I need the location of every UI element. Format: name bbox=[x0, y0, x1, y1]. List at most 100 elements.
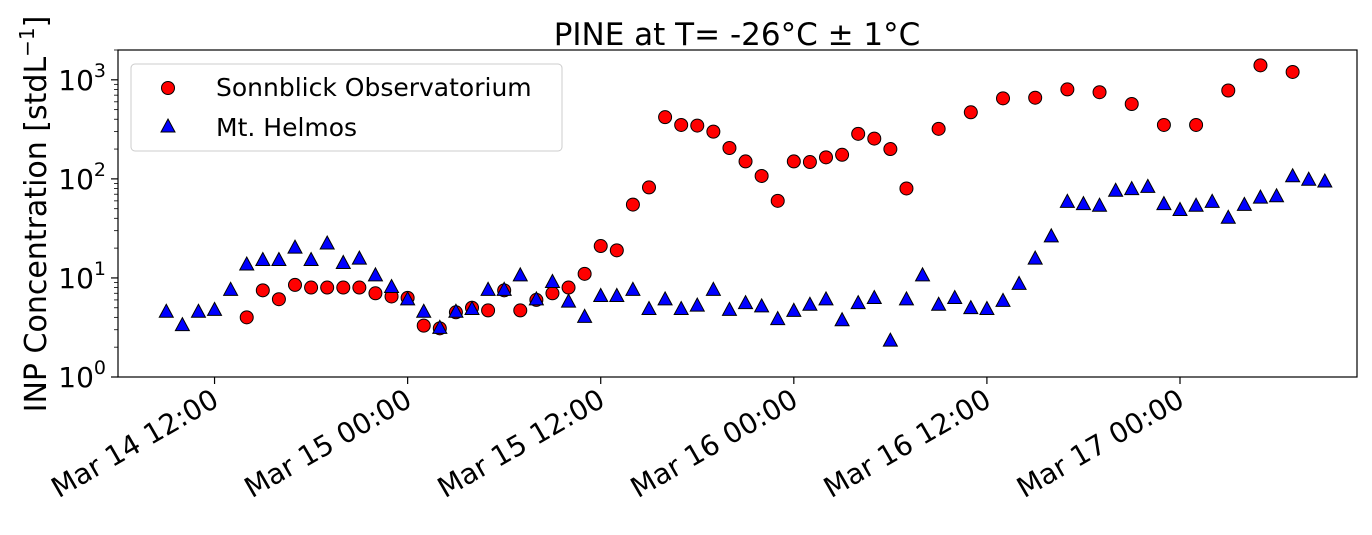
data-point-helmos bbox=[319, 234, 336, 250]
data-point-helmos bbox=[512, 266, 529, 282]
data-point-sonnblick bbox=[1285, 64, 1300, 79]
data-point-helmos bbox=[882, 332, 899, 347]
data-point-sonnblick bbox=[1156, 117, 1171, 132]
data-point-helmos bbox=[271, 251, 287, 266]
data-point-helmos bbox=[705, 281, 722, 296]
data-point-sonnblick bbox=[996, 91, 1010, 106]
x-tick-label: Mar 17 00:00 bbox=[1011, 382, 1189, 504]
data-point-helmos bbox=[721, 301, 738, 316]
data-point-helmos bbox=[657, 290, 673, 306]
data-point-helmos bbox=[351, 250, 368, 265]
data-point-sonnblick bbox=[336, 280, 351, 295]
data-point-helmos bbox=[174, 316, 191, 332]
data-point-helmos bbox=[190, 303, 207, 318]
data-point-helmos bbox=[238, 255, 255, 271]
data-point-sonnblick bbox=[851, 126, 866, 141]
data-point-sonnblick bbox=[577, 266, 592, 281]
data-point-helmos bbox=[1284, 167, 1301, 183]
data-point-sonnblick bbox=[754, 168, 769, 183]
data-point-helmos bbox=[673, 300, 690, 316]
data-point-sonnblick bbox=[593, 239, 608, 254]
data-point-helmos bbox=[254, 251, 271, 266]
data-point-helmos bbox=[1316, 172, 1333, 188]
data-point-sonnblick bbox=[770, 193, 785, 208]
data-point-sonnblick bbox=[1253, 58, 1268, 73]
data-point-helmos bbox=[979, 300, 995, 316]
data-point-helmos bbox=[1204, 193, 1221, 208]
chart-title: PINE at T= -26°C ± 1°C bbox=[554, 17, 921, 53]
y-tick-label: 101 bbox=[58, 258, 106, 295]
data-point-sonnblick bbox=[1028, 90, 1043, 105]
data-point-helmos bbox=[1107, 182, 1124, 197]
data-point-helmos bbox=[930, 296, 947, 311]
data-point-sonnblick bbox=[963, 105, 978, 120]
data-point-helmos bbox=[158, 303, 175, 318]
legend-marker-helmos bbox=[160, 117, 176, 133]
data-point-helmos bbox=[1220, 209, 1237, 224]
data-point-helmos bbox=[480, 281, 496, 296]
data-point-helmos bbox=[1188, 197, 1204, 212]
data-point-sonnblick bbox=[545, 286, 560, 301]
plot-frame bbox=[117, 49, 1358, 378]
x-tick-label: Mar 14 12:00 bbox=[46, 382, 224, 504]
data-point-helmos bbox=[850, 294, 867, 310]
data-point-helmos bbox=[1123, 180, 1140, 196]
x-tick-label: Mar 16 00:00 bbox=[625, 382, 803, 504]
legend-marker-sonnblick bbox=[161, 81, 175, 95]
data-point-helmos bbox=[592, 287, 609, 302]
data-point-sonnblick bbox=[899, 181, 914, 196]
data-point-helmos bbox=[785, 302, 802, 317]
data-point-helmos bbox=[737, 294, 754, 310]
data-point-sonnblick bbox=[819, 150, 833, 165]
data-point-helmos bbox=[995, 292, 1011, 307]
data-point-helmos bbox=[1011, 275, 1027, 290]
x-tick-label: Mar 15 00:00 bbox=[239, 382, 417, 504]
data-point-helmos bbox=[1027, 250, 1044, 265]
data-point-helmos bbox=[383, 278, 400, 294]
data-point-helmos bbox=[367, 266, 384, 282]
data-point-helmos bbox=[464, 300, 480, 316]
legend-label-helmos: Mt. Helmos bbox=[216, 113, 357, 142]
data-point-sonnblick bbox=[706, 124, 721, 139]
data-point-helmos bbox=[1043, 227, 1060, 243]
data-point-helmos bbox=[608, 287, 625, 302]
data-point-sonnblick bbox=[609, 243, 624, 258]
data-point-sonnblick bbox=[1092, 85, 1107, 100]
data-point-sonnblick bbox=[368, 286, 383, 301]
data-point-helmos bbox=[1300, 171, 1317, 186]
data-point-sonnblick bbox=[304, 280, 319, 295]
data-point-helmos bbox=[431, 319, 448, 334]
data-point-helmos bbox=[753, 297, 770, 313]
data-point-sonnblick bbox=[802, 155, 817, 170]
y-axis-label: INP Concentration [stdL−1] bbox=[15, 16, 54, 413]
data-point-helmos bbox=[818, 290, 834, 306]
x-tick-label: Mar 15 12:00 bbox=[432, 382, 610, 504]
data-point-sonnblick bbox=[883, 142, 898, 157]
data-point-helmos bbox=[1252, 189, 1269, 204]
data-point-helmos bbox=[625, 281, 641, 296]
data-point-sonnblick bbox=[352, 280, 367, 295]
data-point-sonnblick bbox=[513, 303, 528, 318]
data-point-sonnblick bbox=[1060, 82, 1075, 97]
data-point-helmos bbox=[206, 301, 223, 316]
data-point-sonnblick bbox=[786, 154, 801, 169]
data-point-sonnblick bbox=[931, 121, 946, 136]
data-point-sonnblick bbox=[288, 277, 302, 292]
data-point-helmos bbox=[802, 296, 818, 311]
x-tick-label: Mar 16 12:00 bbox=[818, 382, 996, 504]
data-point-helmos bbox=[962, 299, 979, 315]
data-point-helmos bbox=[689, 297, 706, 312]
data-point-sonnblick bbox=[658, 110, 673, 125]
legend-label-sonnblick: Sonnblick Observatorium bbox=[216, 73, 532, 102]
data-point-sonnblick bbox=[867, 131, 882, 146]
data-point-helmos bbox=[1075, 195, 1092, 211]
data-point-sonnblick bbox=[690, 118, 705, 133]
data-point-sonnblick bbox=[255, 283, 270, 298]
data-point-sonnblick bbox=[1124, 97, 1139, 112]
data-point-helmos bbox=[560, 293, 577, 308]
data-point-helmos bbox=[946, 289, 963, 305]
y-tick-label: 103 bbox=[58, 60, 106, 97]
data-point-sonnblick bbox=[674, 117, 689, 132]
data-point-helmos bbox=[1091, 197, 1108, 212]
